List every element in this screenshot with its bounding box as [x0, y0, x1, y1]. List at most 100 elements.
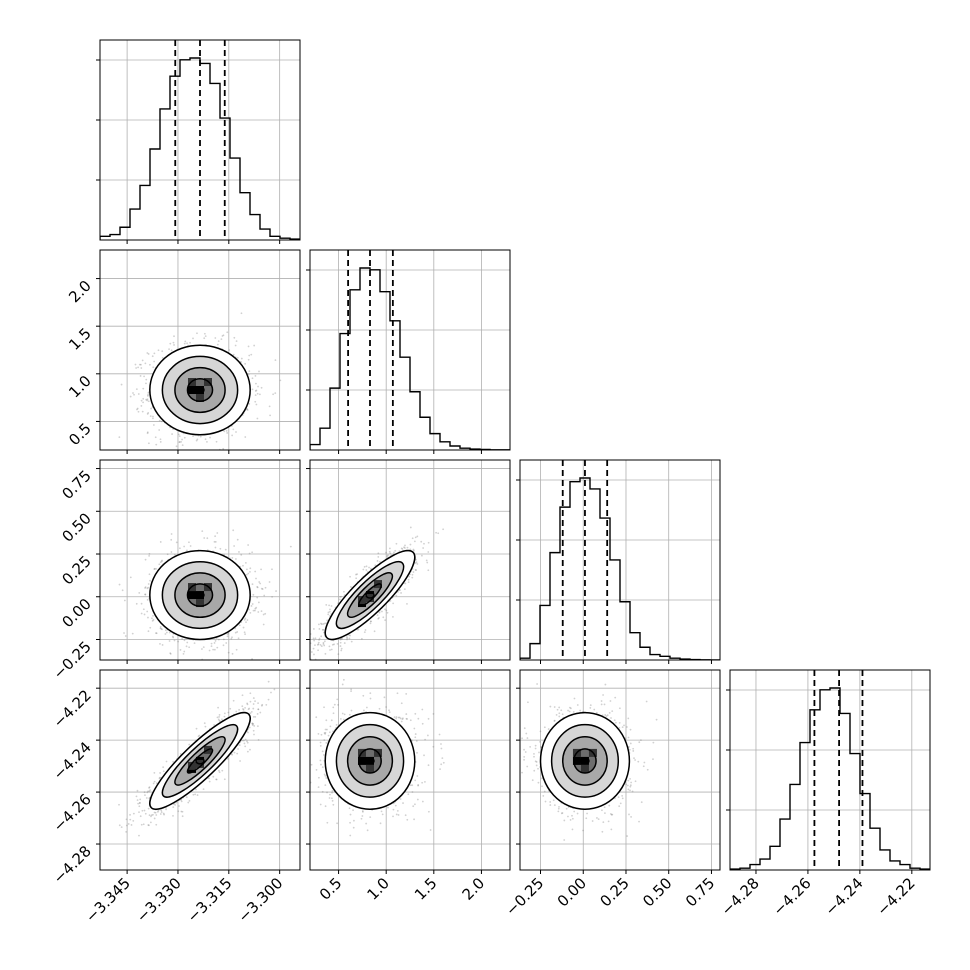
scatter-point — [210, 642, 213, 645]
scatter-point — [177, 640, 180, 643]
scatter-point — [404, 544, 406, 547]
scatter-point — [195, 727, 198, 730]
scatter-point — [168, 640, 171, 642]
scatter-point — [411, 537, 414, 540]
scatter-point — [151, 617, 153, 620]
scatter-point — [189, 545, 192, 547]
scatter-point — [183, 639, 186, 642]
scatter-point — [165, 631, 168, 634]
scatter-point — [407, 581, 410, 583]
scatter-point — [172, 341, 175, 344]
contour-line — [186, 583, 214, 607]
scatter-point — [368, 566, 370, 569]
scatter-point — [337, 653, 340, 655]
scatter-point — [249, 700, 252, 703]
scatter-point — [147, 411, 150, 414]
scatter-point — [195, 439, 198, 442]
scatter-point — [196, 332, 198, 335]
y-tick-label: −0.25 — [50, 638, 95, 683]
scatter-point — [382, 616, 385, 619]
scatter-point — [140, 367, 143, 369]
scatter-point — [427, 541, 430, 544]
scatter-point — [246, 741, 249, 744]
scatter-point — [248, 354, 251, 357]
scatter-point — [166, 553, 169, 556]
scatter-point — [340, 649, 343, 652]
scatter-point — [341, 637, 343, 640]
scatter-point — [173, 344, 175, 346]
scatter-point — [177, 810, 180, 813]
scatter-point — [132, 819, 135, 822]
scatter-point — [386, 611, 389, 614]
scatter-point — [333, 643, 335, 646]
scatter-point — [235, 340, 238, 342]
scatter-point — [173, 335, 175, 338]
scatter-point — [202, 646, 205, 649]
scatter-point — [240, 553, 243, 556]
scatter-point — [314, 668, 316, 670]
scatter-point — [242, 564, 244, 567]
scatter-point — [147, 392, 150, 394]
scatter-point — [225, 642, 228, 644]
scatter-point — [142, 401, 144, 404]
scatter-point — [254, 400, 257, 403]
scatter-point — [178, 441, 181, 443]
scatter-point — [435, 531, 438, 534]
scatter-point — [348, 637, 351, 640]
scatter-point — [320, 635, 323, 638]
scatter-point — [329, 649, 331, 651]
scatter-point — [181, 438, 183, 441]
scatter-point — [259, 582, 262, 585]
scatter-point — [153, 568, 156, 570]
scatter-point — [155, 823, 158, 826]
scatter-point — [325, 622, 328, 625]
scatter-point — [243, 618, 246, 621]
scatter-point — [222, 334, 225, 337]
scatter-point — [178, 441, 181, 444]
scatter-point — [203, 537, 206, 539]
scatter-point — [135, 602, 138, 605]
scatter-point — [149, 789, 152, 792]
scatter-point — [346, 638, 348, 641]
scatter-point — [118, 436, 121, 439]
scatter-point — [146, 432, 149, 435]
scatter-point — [257, 708, 260, 711]
scatter-point — [203, 332, 206, 335]
scatter-point — [177, 433, 180, 436]
scatter-point — [155, 632, 158, 635]
scatter-point — [392, 615, 394, 618]
scatter-point — [233, 456, 235, 458]
scatter-point — [219, 547, 222, 550]
scatter-point — [142, 397, 145, 400]
scatter-point — [251, 722, 254, 725]
scatter-point — [246, 750, 249, 753]
scatter-point — [343, 642, 346, 644]
scatter-point — [330, 648, 333, 651]
scatter-point — [218, 719, 221, 722]
scatter-point — [138, 592, 141, 594]
scatter-point — [163, 813, 165, 816]
scatter-point — [159, 441, 162, 443]
scatter-point — [414, 568, 417, 571]
scatter-point — [151, 355, 154, 358]
scatter-point — [247, 358, 250, 361]
scatter-point — [252, 697, 255, 699]
scatter-point — [199, 435, 202, 438]
scatter-point — [232, 428, 235, 431]
scatter-point — [225, 430, 228, 432]
scatter-point — [339, 645, 342, 647]
scatter-point — [389, 552, 392, 555]
scatter-point — [212, 648, 215, 651]
scatter-point — [140, 612, 143, 615]
scatter-point — [136, 789, 139, 792]
scatter-point — [139, 363, 142, 366]
scatter-point — [144, 586, 147, 589]
scatter-point — [134, 363, 137, 366]
scatter-point — [226, 432, 229, 434]
scatter-point — [264, 586, 267, 589]
scatter-point — [183, 436, 186, 439]
scatter-point — [247, 544, 250, 546]
scatter-point — [262, 613, 265, 616]
scatter-point — [173, 639, 176, 642]
scatter-point — [326, 619, 329, 622]
